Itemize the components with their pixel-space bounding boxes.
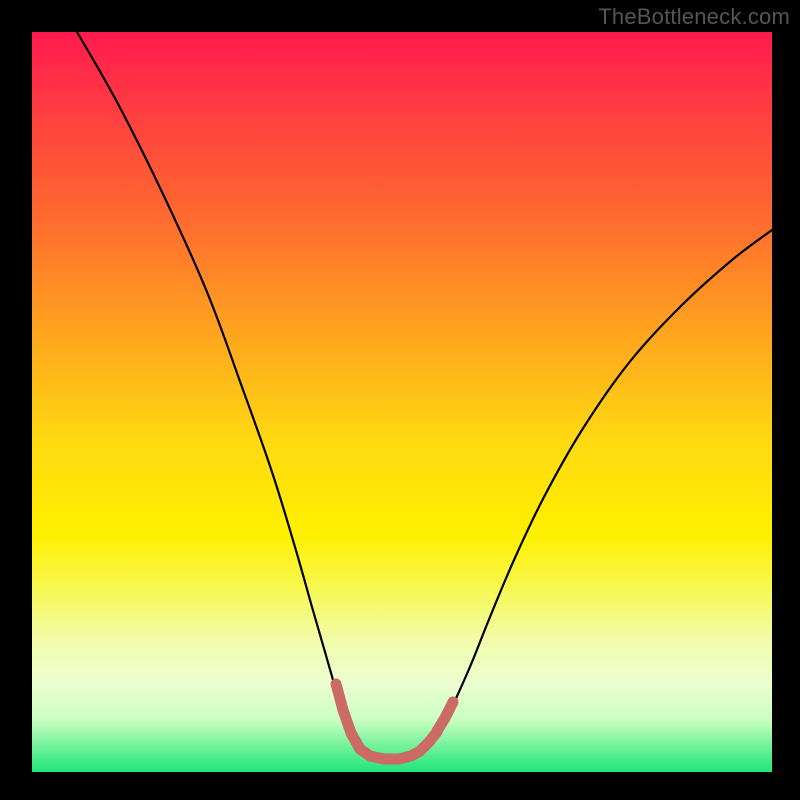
highlight-segment bbox=[445, 702, 453, 718]
plot-area bbox=[32, 32, 772, 772]
watermark-text: TheBottleneck.com bbox=[598, 4, 790, 30]
chart-container: TheBottleneck.com bbox=[0, 0, 800, 800]
chart-svg bbox=[32, 32, 772, 772]
gradient-background bbox=[32, 32, 772, 772]
